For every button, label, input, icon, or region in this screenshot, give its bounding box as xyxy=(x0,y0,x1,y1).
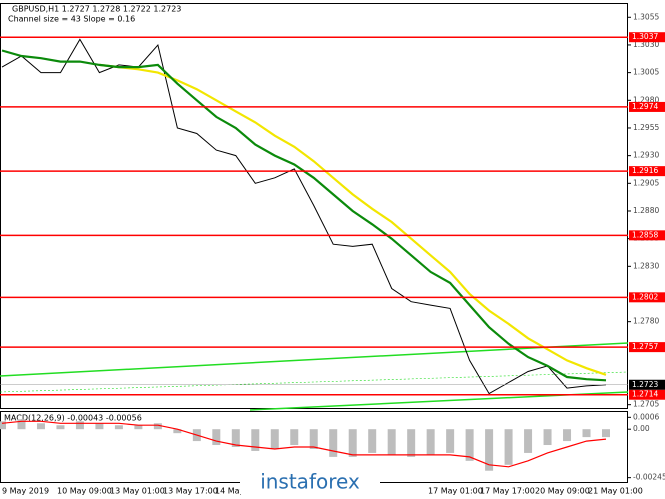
macd-bar xyxy=(95,423,104,430)
macd-signal xyxy=(1,420,607,468)
x-tick-label: 17 May 01:00 xyxy=(428,487,483,496)
macd-bar xyxy=(231,429,240,447)
macd-bar xyxy=(251,429,260,451)
moving-average xyxy=(99,63,607,376)
y-tick-label: 0.00 xyxy=(633,424,650,433)
y-tick-label: 1.2830 xyxy=(633,261,659,270)
macd-bar xyxy=(465,429,474,461)
level-label: 1.2714 xyxy=(632,390,658,399)
x-tick-label: 13 May 17:00 xyxy=(163,487,218,496)
macd-bar xyxy=(387,429,396,455)
macd-bar xyxy=(17,419,26,430)
level-label: 1.3037 xyxy=(632,32,658,41)
macd-bar xyxy=(504,429,513,465)
macd-bar xyxy=(153,423,162,430)
level-label-box xyxy=(629,166,665,177)
level-label: 1.2802 xyxy=(632,292,658,301)
y-tick-label: 1.2955 xyxy=(633,123,659,132)
y-tick-label: 1.3055 xyxy=(633,12,659,21)
macd-bar xyxy=(563,429,572,442)
macd-bar xyxy=(0,421,6,430)
chart-subtitle: Channel size = 43 Slope = 0.16 xyxy=(8,15,135,24)
macd-title: MACD(12,26,9) -0.00043 -0.00056 xyxy=(4,414,142,423)
macd-bar xyxy=(602,429,610,438)
x-tick-label: 9 May 2019 xyxy=(2,487,49,496)
level-label-box xyxy=(629,101,665,112)
macd-bar xyxy=(173,429,182,434)
price-line xyxy=(1,38,607,395)
y-tick-label: 1.2980 xyxy=(633,95,659,104)
macd-bar xyxy=(75,421,84,430)
x-tick-label: 13 May 01:00 xyxy=(110,487,165,496)
macd-bar xyxy=(114,425,123,430)
level-label: 1.2757 xyxy=(632,342,658,351)
watermark-box xyxy=(240,466,380,499)
x-tick-label: 17 May 17:00 xyxy=(480,487,535,496)
macd-bar xyxy=(485,429,494,471)
y-tick-label: 1.2905 xyxy=(633,178,659,187)
macd-bar xyxy=(582,429,591,438)
macd-bar xyxy=(36,423,45,430)
level-label-box xyxy=(629,292,665,303)
macd-bar xyxy=(368,429,377,453)
level-label-box xyxy=(629,342,665,353)
x-tick-label: 21 May 01:00 xyxy=(588,487,643,496)
price-panel xyxy=(0,3,628,409)
level-label-box xyxy=(629,32,665,43)
macd-bar xyxy=(56,425,65,430)
x-tick-label: 20 May 09:00 xyxy=(535,487,590,496)
x-tick-label: 14 May xyxy=(215,487,245,496)
macd-bar xyxy=(446,429,455,453)
channel-middle xyxy=(0,371,629,393)
channel-upper xyxy=(0,342,629,377)
level-label-box xyxy=(629,389,665,400)
y-tick-label: 1.2930 xyxy=(633,151,659,160)
macd-bar xyxy=(270,429,279,449)
level-label: 1.2974 xyxy=(632,102,658,111)
macd-bar xyxy=(212,429,221,446)
y-tick-label: 1.2705 xyxy=(633,400,659,409)
macd-bar xyxy=(543,429,552,446)
level-label: 1.2916 xyxy=(632,166,658,175)
watermark: instaforex xyxy=(260,470,360,494)
level-label-box xyxy=(629,230,665,241)
level-label: 1.2858 xyxy=(632,230,658,239)
macd-bar xyxy=(524,429,533,453)
current-price-box xyxy=(629,379,665,390)
x-tick-label: 10 May 09:00 xyxy=(57,487,112,496)
y-tick-label: 1.3030 xyxy=(633,40,659,49)
macd-bar xyxy=(309,429,318,449)
macd-bar xyxy=(348,429,357,457)
y-tick-label: 1.2780 xyxy=(633,317,659,326)
macd-bar xyxy=(134,425,143,430)
current-price-label: 1.2723 xyxy=(632,380,658,389)
macd-bar xyxy=(407,429,416,457)
chart-title: GBPUSD,H1 1.2727 1.2728 1.2722 1.2723 xyxy=(12,5,181,14)
y-tick-label: 0.0006 xyxy=(633,412,659,421)
macd-bar xyxy=(426,429,435,455)
y-tick-label: 1.3005 xyxy=(633,68,659,77)
y-tick-label: -0.00245 xyxy=(633,473,665,482)
y-tick-label: 1.2880 xyxy=(633,206,659,215)
macd-bar xyxy=(329,429,338,457)
macd-bar xyxy=(290,429,299,446)
